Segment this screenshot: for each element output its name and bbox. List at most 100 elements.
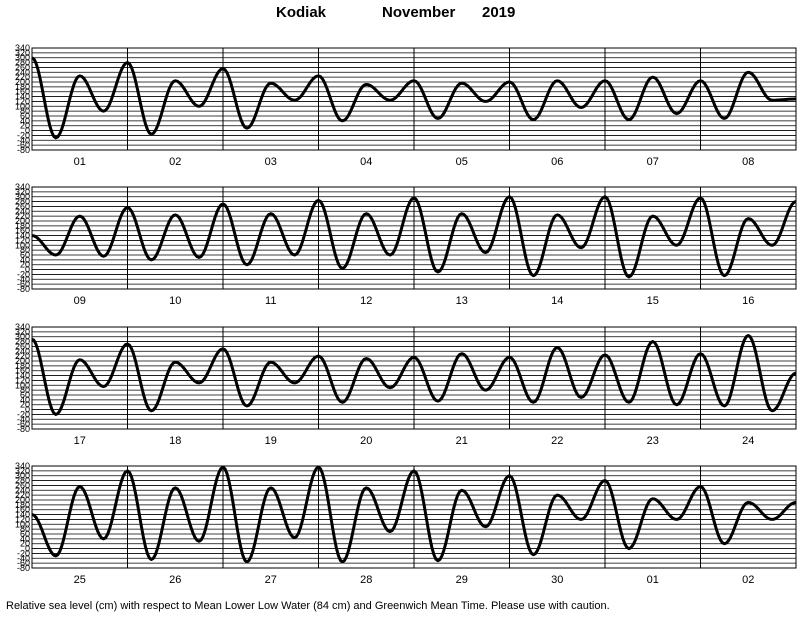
y-tick-label: -60 bbox=[17, 558, 30, 568]
y-tick-label: -40 bbox=[17, 274, 30, 284]
y-tick-label: 240 bbox=[15, 346, 30, 356]
y-tick-label: -40 bbox=[17, 135, 30, 145]
y-tick-label: 180 bbox=[15, 221, 30, 231]
y-tick-label: 260 bbox=[15, 62, 30, 72]
y-tick-label: 160 bbox=[15, 87, 30, 97]
day-label: 03 bbox=[265, 156, 277, 168]
y-tick-label: 340 bbox=[15, 43, 30, 53]
chart-footnote: Relative sea level (cm) with respect to … bbox=[6, 600, 610, 612]
day-label: 25 bbox=[74, 574, 86, 586]
y-tick-label: 80 bbox=[20, 524, 30, 534]
y-tick-label: 180 bbox=[15, 82, 30, 92]
y-tick-label: 100 bbox=[15, 101, 30, 111]
y-tick-label: -20 bbox=[17, 548, 30, 558]
y-tick-label: -60 bbox=[17, 419, 30, 429]
day-label: 23 bbox=[647, 435, 659, 447]
y-tick-label: 220 bbox=[15, 72, 30, 82]
y-tick-label: 120 bbox=[15, 514, 30, 524]
y-tick-label: 100 bbox=[15, 240, 30, 250]
day-label: 11 bbox=[265, 295, 276, 307]
y-tick-label: 320 bbox=[15, 48, 30, 58]
y-tick-label: 140 bbox=[15, 371, 30, 381]
y-tick-label: 60 bbox=[20, 111, 30, 121]
day-label: 29 bbox=[456, 574, 468, 586]
day-label: 04 bbox=[360, 156, 372, 168]
y-tick-label: 40 bbox=[20, 534, 30, 544]
day-label: 14 bbox=[551, 295, 563, 307]
day-label: 21 bbox=[456, 435, 468, 447]
title-month: November bbox=[382, 4, 456, 21]
y-tick-label: 0 bbox=[25, 405, 30, 415]
y-tick-label: -80 bbox=[17, 563, 30, 573]
day-label: 26 bbox=[169, 574, 181, 586]
y-tick-label: 300 bbox=[15, 332, 30, 342]
day-label: 01 bbox=[74, 156, 86, 168]
y-tick-label: -60 bbox=[17, 140, 30, 150]
y-tick-label: 0 bbox=[25, 265, 30, 275]
y-tick-label: 0 bbox=[25, 126, 30, 136]
y-tick-label: -20 bbox=[17, 269, 30, 279]
y-tick-label: 300 bbox=[15, 192, 30, 202]
day-label: 20 bbox=[360, 435, 372, 447]
y-tick-label: 220 bbox=[15, 490, 30, 500]
y-tick-label: 240 bbox=[15, 67, 30, 77]
day-label: 22 bbox=[551, 435, 563, 447]
y-tick-label: 340 bbox=[15, 182, 30, 192]
y-tick-label: 60 bbox=[20, 529, 30, 539]
y-tick-label: 300 bbox=[15, 471, 30, 481]
y-tick-label: 40 bbox=[20, 395, 30, 405]
tide-curve bbox=[31, 465, 797, 564]
day-label: 08 bbox=[742, 156, 754, 168]
day-label: 12 bbox=[360, 295, 372, 307]
day-label: 13 bbox=[456, 295, 468, 307]
tide-curve bbox=[31, 56, 797, 140]
y-tick-label: 180 bbox=[15, 500, 30, 510]
tide-panel-3: 3403203002802602402202001801601401201008… bbox=[15, 322, 797, 447]
y-tick-label: 320 bbox=[15, 466, 30, 476]
day-label: 06 bbox=[551, 156, 563, 168]
y-tick-label: 140 bbox=[15, 231, 30, 241]
y-tick-label: 220 bbox=[15, 351, 30, 361]
y-tick-label: -80 bbox=[17, 145, 30, 155]
day-label: 01 bbox=[647, 574, 659, 586]
y-tick-label: 260 bbox=[15, 341, 30, 351]
y-tick-label: 120 bbox=[15, 96, 30, 106]
tide-panel-1: 3403203002802602402202001801601401201008… bbox=[15, 43, 797, 168]
y-tick-label: 100 bbox=[15, 380, 30, 390]
y-tick-label: 280 bbox=[15, 337, 30, 347]
y-tick-label: -40 bbox=[17, 414, 30, 424]
y-tick-label: 160 bbox=[15, 366, 30, 376]
y-tick-label: -20 bbox=[17, 130, 30, 140]
tide-curve bbox=[31, 334, 797, 416]
y-tick-label: 300 bbox=[15, 53, 30, 63]
day-label: 02 bbox=[742, 574, 754, 586]
y-tick-label: 280 bbox=[15, 197, 30, 207]
y-tick-label: 120 bbox=[15, 235, 30, 245]
y-tick-label: 80 bbox=[20, 385, 30, 395]
y-tick-label: 340 bbox=[15, 322, 30, 332]
y-tick-label: 340 bbox=[15, 461, 30, 471]
y-tick-label: -40 bbox=[17, 553, 30, 563]
title-station: Kodiak bbox=[276, 4, 327, 21]
day-label: 16 bbox=[742, 295, 754, 307]
day-label: 27 bbox=[265, 574, 277, 586]
y-tick-label: 320 bbox=[15, 327, 30, 337]
day-label: 09 bbox=[74, 295, 86, 307]
y-tick-label: -80 bbox=[17, 424, 30, 434]
y-tick-label: 140 bbox=[15, 510, 30, 520]
y-tick-label: 280 bbox=[15, 476, 30, 486]
day-label: 10 bbox=[169, 295, 181, 307]
y-tick-label: 280 bbox=[15, 58, 30, 68]
y-tick-label: 80 bbox=[20, 106, 30, 116]
day-label: 19 bbox=[265, 435, 277, 447]
y-tick-label: 320 bbox=[15, 187, 30, 197]
tide-panel-4: 3403203002802602402202001801601401201008… bbox=[15, 461, 797, 586]
day-label: 17 bbox=[74, 435, 86, 447]
day-label: 18 bbox=[169, 435, 181, 447]
y-tick-label: 0 bbox=[25, 544, 30, 554]
day-label: 15 bbox=[647, 295, 659, 307]
tide-curve bbox=[31, 195, 797, 279]
title-year: 2019 bbox=[482, 4, 516, 21]
chart-title: Kodiak November 2019 bbox=[0, 4, 800, 28]
